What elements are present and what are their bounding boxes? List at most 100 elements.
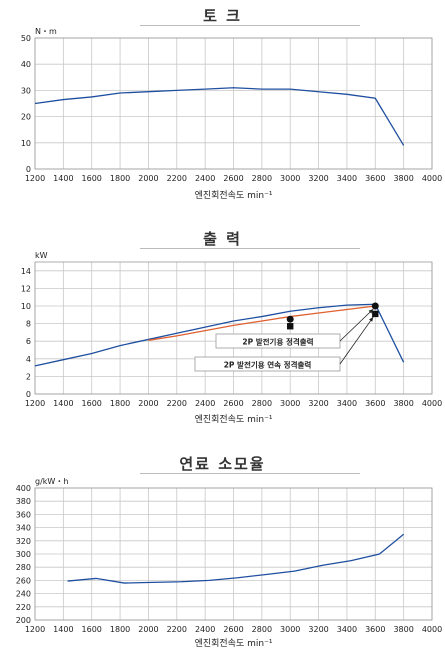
x-tick-label: 1800 [110, 399, 130, 408]
y-tick-label: 240 [16, 590, 31, 599]
rated-output-marker [371, 302, 379, 310]
x-tick-label: 4000 [422, 625, 442, 634]
x-tick-label: 3600 [365, 399, 385, 408]
x-tick-label: 3800 [393, 174, 413, 183]
plot-frame [34, 487, 433, 621]
x-tick-label: 3800 [393, 625, 413, 634]
x-tick-label: 3000 [280, 174, 300, 183]
series-line [148, 305, 376, 341]
x-tick-label: 2800 [252, 399, 272, 408]
continuous-output-marker [287, 323, 294, 330]
y-tick-label: 10 [21, 302, 31, 311]
x-tick-label: 1800 [110, 625, 130, 634]
y-tick-label: 360 [16, 510, 31, 519]
chart-title: 연료 소모율 [179, 455, 266, 473]
annotation-label: 2P 발전기용 연속 정격출력 [224, 360, 312, 370]
series-line [34, 303, 405, 367]
y-tick-label: 260 [16, 576, 31, 585]
plot-frame [34, 261, 433, 395]
x-tick-label: 3200 [308, 399, 328, 408]
x-tick-label: 2000 [138, 625, 158, 634]
y-tick-label: 380 [16, 497, 31, 506]
y-tick-label: 50 [21, 34, 31, 43]
x-tick-label: 1400 [53, 174, 73, 183]
x-tick-label: 1600 [82, 174, 102, 183]
chart-title: 출 력 [203, 230, 242, 248]
x-tick-label: 1200 [25, 174, 45, 183]
title-rule [140, 25, 360, 26]
x-tick-label: 1400 [53, 625, 73, 634]
y-axis-unit-label: kW [35, 251, 48, 260]
x-tick-label: 3400 [337, 174, 357, 183]
x-tick-label: 4000 [422, 174, 442, 183]
torque-chart: 토 크 1200 1400 1600 1800 2000 2200 2400 2600 2800… [0, 0, 445, 210]
y-tick-label: 320 [16, 537, 31, 546]
x-tick-label: 2600 [223, 174, 243, 183]
annotation-arrow [339, 308, 374, 342]
chart-title: 토 크 [203, 7, 242, 25]
title-rule [140, 248, 360, 249]
x-tick-label: 3600 [365, 625, 385, 634]
x-tick-label: 1400 [53, 399, 73, 408]
torque-plot: 1200 1400 1600 1800 2000 2200 2400 2600 2800 3000… [21, 27, 442, 201]
x-tick-label: 2400 [195, 174, 215, 183]
x-tick-label: 3400 [337, 625, 357, 634]
y-tick-label: 300 [16, 550, 31, 559]
y-tick-label: 6 [26, 337, 31, 346]
x-tick-label: 2800 [252, 174, 272, 183]
y-tick-label: 280 [16, 563, 31, 572]
y-tick-label: 14 [21, 267, 31, 276]
y-tick-label: 2 [26, 372, 31, 381]
x-tick-label: 1600 [82, 399, 102, 408]
y-tick-label: 0 [26, 165, 31, 174]
x-tick-label: 2000 [138, 399, 158, 408]
y-tick-label: 220 [16, 603, 31, 612]
continuous-output-marker [372, 310, 379, 318]
y-tick-label: 0 [26, 390, 31, 399]
x-tick-label: 1600 [82, 625, 102, 634]
y-tick-label: 4 [26, 355, 31, 364]
x-axis-label: 엔진회전속도 min⁻¹ [195, 414, 273, 425]
power-chart: 출 력 1200 1400 1600 1800 2000 2200 2400 2600 2800… [21, 230, 442, 425]
x-tick-label: 1200 [25, 625, 45, 634]
y-tick-label: 20 [21, 113, 31, 122]
x-tick-label: 2200 [167, 174, 187, 183]
y-tick-label: 10 [21, 139, 31, 148]
annotation-arrow [339, 316, 374, 365]
x-tick-label: 2200 [167, 399, 187, 408]
x-tick-label: 3800 [393, 399, 413, 408]
y-tick-label: 400 [16, 484, 31, 493]
y-axis-unit-label: N・m [35, 27, 57, 36]
annotation-label: 2P 발전기용 정격출력 [242, 337, 313, 347]
series-line [34, 87, 405, 146]
x-axis-label: 엔진회전속도 min⁻¹ [195, 638, 273, 649]
x-tick-label: 3200 [308, 625, 328, 634]
title-rule [140, 473, 360, 474]
annotation-arrowhead [368, 309, 374, 314]
x-tick-label: 1800 [110, 174, 130, 183]
annotation-arrowhead [369, 316, 374, 322]
x-tick-label: 2800 [252, 625, 272, 634]
x-tick-label: 2600 [223, 399, 243, 408]
x-axis-label: 엔진회전속도 min⁻¹ [195, 190, 273, 201]
y-tick-label: 8 [26, 320, 31, 329]
x-tick-label: 4000 [422, 399, 442, 408]
x-tick-label: 3000 [280, 399, 300, 408]
y-tick-label: 12 [21, 284, 31, 293]
x-tick-label: 2400 [195, 625, 215, 634]
y-tick-label: 40 [21, 60, 31, 69]
series-line [67, 533, 405, 584]
y-tick-label: 340 [16, 524, 31, 533]
rated-output-marker [286, 315, 294, 323]
y-tick-label: 30 [21, 86, 31, 95]
x-tick-label: 3400 [337, 399, 357, 408]
x-tick-label: 2200 [167, 625, 187, 634]
y-axis-unit-label: g/kW・h [35, 477, 68, 486]
x-tick-label: 2000 [138, 174, 158, 183]
x-tick-label: 2400 [195, 399, 215, 408]
x-tick-label: 3000 [280, 625, 300, 634]
x-tick-label: 2600 [223, 625, 243, 634]
power-plot: 1200 1400 1600 1800 2000 2200 2400 2600 2800 3000… [21, 251, 442, 425]
